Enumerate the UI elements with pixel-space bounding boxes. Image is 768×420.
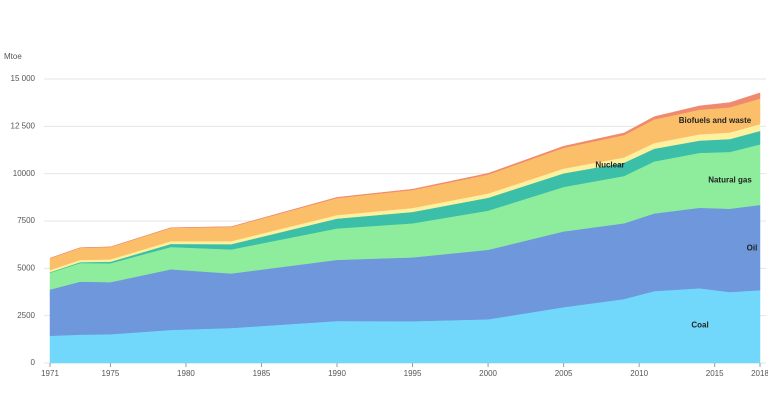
series-label: Natural gas (708, 175, 752, 184)
y-tick-label: 10000 (13, 169, 36, 178)
y-tick-label: 15 000 (11, 74, 36, 83)
x-tick-label: 1995 (404, 369, 422, 378)
x-tick-label: 1985 (253, 369, 271, 378)
x-tick-label: 2018 (751, 369, 768, 378)
y-axis-label: Mtoe (4, 52, 22, 61)
x-tick-label: 1975 (102, 369, 120, 378)
x-tick-label: 1980 (177, 369, 195, 378)
y-tick-label: 2500 (17, 311, 35, 320)
series-label: Coal (691, 321, 708, 330)
x-tick-label: 2005 (555, 369, 573, 378)
x-tick-label: 1990 (328, 369, 346, 378)
series-label: Nuclear (595, 160, 624, 169)
y-tick-label: 0 (31, 358, 36, 367)
y-tick-label: 7500 (17, 216, 35, 225)
x-tick-label: 2015 (706, 369, 724, 378)
series-label: Biofuels and waste (679, 116, 752, 125)
y-tick-label: 12 500 (11, 121, 36, 130)
x-tick-label: 2000 (479, 369, 497, 378)
series-label: Oil (747, 243, 758, 252)
x-tick-label: 1971 (41, 369, 59, 378)
y-tick-label: 5000 (17, 263, 35, 272)
x-tick-label: 2010 (630, 369, 648, 378)
area (49, 92, 761, 259)
